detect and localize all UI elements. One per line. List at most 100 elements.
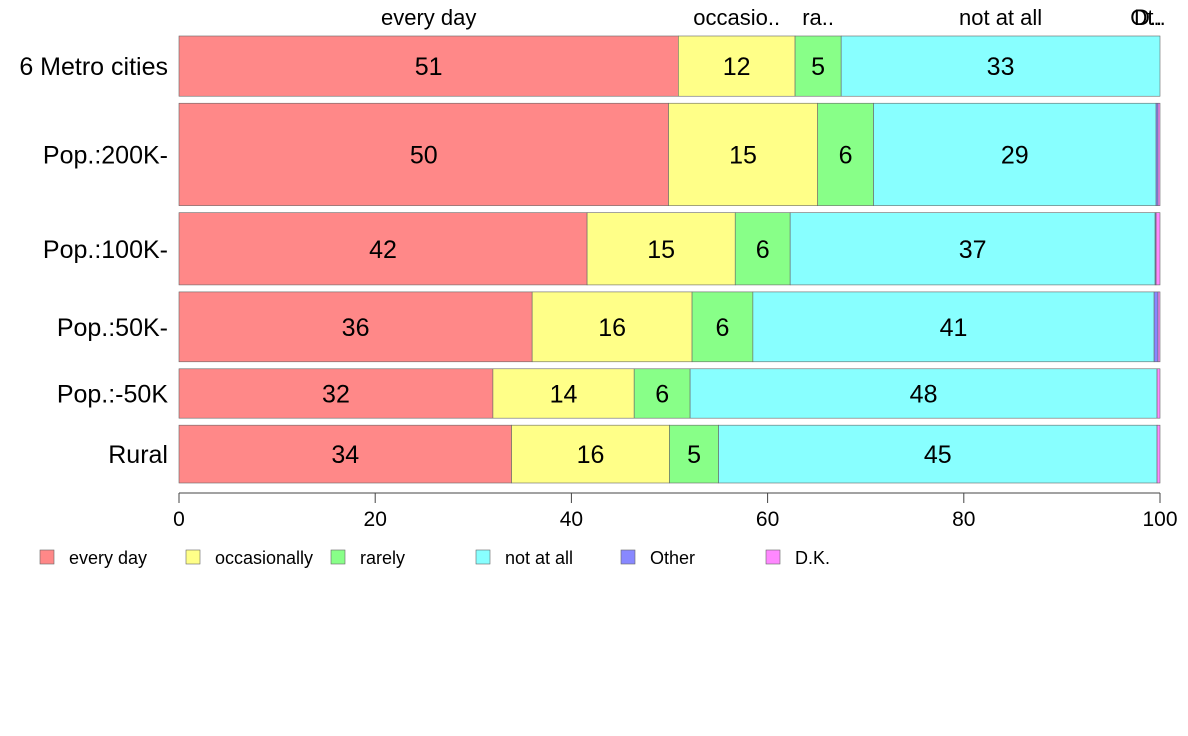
data-label: 12 <box>723 53 751 81</box>
segment-top-label: D.. <box>1134 5 1162 30</box>
category-label: Pop.:100K- <box>43 236 168 264</box>
bar-segment-not-at-all <box>840 35 1161 97</box>
bar-segment-d-k <box>1157 102 1161 206</box>
data-label: 34 <box>331 441 359 469</box>
bar-segment-occasionally <box>678 35 796 97</box>
bar-segment-occasionally <box>668 102 818 206</box>
bar-row-pop-50k: 32 14 6 48 <box>178 368 1161 419</box>
bar-segment-d-k <box>1156 424 1161 484</box>
legend-item-occasionally: occasionally <box>185 548 313 568</box>
legend-swatch <box>185 549 201 565</box>
data-label: 48 <box>910 380 938 408</box>
bar-segment-rarely <box>734 212 791 286</box>
data-label: 15 <box>647 236 675 264</box>
bars: 51 12 5 33 50 15 6 29 42 15 6 37 36 16 6 41 32 14 6 48 34 16 5… <box>178 35 1161 484</box>
bar-segment-rarely <box>794 35 842 97</box>
legend-swatch <box>620 549 636 565</box>
legend-swatch <box>765 549 781 565</box>
bar-segment-d-k <box>1155 212 1161 286</box>
bar-row-pop-200k: 50 15 6 29 <box>178 102 1161 206</box>
data-label: 6 <box>756 236 770 264</box>
legend-label: rarely <box>360 548 405 568</box>
data-label: 6 <box>655 380 669 408</box>
data-label: 50 <box>410 141 438 169</box>
data-label: 15 <box>729 141 757 169</box>
category-label: Pop.:200K- <box>43 141 168 169</box>
bar-segment-occasionally <box>586 212 736 286</box>
x-tick-label: 100 <box>1142 508 1177 531</box>
bar-row-6-metro-cities: 51 12 5 33 <box>178 35 1161 97</box>
data-label: 51 <box>415 53 443 81</box>
bar-segment-d-k <box>1157 291 1161 363</box>
bar-segment-every-day <box>178 424 512 484</box>
segment-top-label: occasio.. <box>693 5 780 30</box>
legend-item-d-k: D.K. <box>765 548 830 568</box>
segment-top-label: ra.. <box>802 5 834 30</box>
category-labels: 6 Metro cities Pop.:200K- Pop.:100K- Pop.:5… <box>19 53 168 469</box>
bar-segment-not-at-all <box>689 368 1158 419</box>
bar-segment-d-k <box>1156 368 1161 419</box>
bar-segment-rarely <box>669 424 719 484</box>
data-label: 36 <box>342 314 370 342</box>
category-label: 6 Metro cities <box>19 53 168 81</box>
segment-top-labels: every day occasio.. ra.. not at all Ot..D.. <box>381 5 1166 30</box>
data-label: 16 <box>598 314 626 342</box>
segment-top-label: not at all <box>959 5 1042 30</box>
data-label: 14 <box>550 380 578 408</box>
segment-top-label: every day <box>381 5 476 30</box>
x-axis: 0 20 40 60 80 100 <box>173 492 1178 531</box>
category-label: Pop.:50K- <box>57 314 168 342</box>
data-label: 16 <box>577 441 605 469</box>
x-tick-label: 20 <box>364 508 387 531</box>
x-tick-label: 60 <box>756 508 779 531</box>
data-label: 33 <box>987 53 1015 81</box>
legend-item-every-day: every day <box>39 548 147 568</box>
bar-row-pop-100k: 42 15 6 37 <box>178 212 1161 286</box>
x-tick-label: 0 <box>173 508 185 531</box>
bar-segment-occasionally <box>511 424 670 484</box>
data-label: 5 <box>687 441 701 469</box>
data-label: 6 <box>839 141 853 169</box>
bar-segment-not-at-all <box>718 424 1158 484</box>
bar-segment-rarely <box>633 368 691 419</box>
data-label: 37 <box>959 236 987 264</box>
data-label: 6 <box>716 314 730 342</box>
bar-segment-rarely <box>817 102 874 206</box>
segment-top-label: Ot.. <box>1130 5 1165 30</box>
legend-label: D.K. <box>795 548 830 568</box>
legend-label: occasionally <box>215 548 313 568</box>
category-label: Rural <box>108 441 168 469</box>
bar-segment-every-day <box>178 102 669 206</box>
legend-swatch <box>475 549 491 565</box>
x-tick-label: 80 <box>952 508 975 531</box>
legend-label: Other <box>650 548 695 568</box>
data-label: 5 <box>811 53 825 81</box>
bar-row-rural: 34 16 5 45 <box>178 424 1161 484</box>
legend-item-rarely: rarely <box>330 548 405 568</box>
bar-row-pop-50k: 36 16 6 41 <box>178 291 1161 363</box>
legend-label: every day <box>69 548 147 568</box>
x-tick-label: 40 <box>560 508 583 531</box>
data-label: 32 <box>322 380 350 408</box>
data-label: 42 <box>369 236 397 264</box>
legend-swatch <box>39 549 55 565</box>
legend-item-not-at-all: not at all <box>475 548 573 568</box>
category-label: Pop.:-50K <box>57 380 169 408</box>
data-label: 41 <box>940 314 968 342</box>
bar-segment-rarely <box>691 291 754 363</box>
legend-swatch <box>330 549 346 565</box>
legend-label: not at all <box>505 548 573 568</box>
bar-segment-every-day <box>178 35 679 97</box>
data-label: 29 <box>1001 141 1029 169</box>
bar-segment-not-at-all <box>752 291 1155 363</box>
bar-segment-every-day <box>178 291 533 363</box>
legend: every day occasionally rarely not at all Oth… <box>39 548 830 568</box>
bar-segment-other <box>1153 291 1159 363</box>
bar-segment-occasionally <box>531 291 693 363</box>
bar-segment-every-day <box>178 212 588 286</box>
bar-segment-not-at-all <box>789 212 1156 286</box>
legend-item-other: Other <box>620 548 695 568</box>
bar-segment-every-day <box>178 368 494 419</box>
bar-segment-not-at-all <box>873 102 1157 206</box>
